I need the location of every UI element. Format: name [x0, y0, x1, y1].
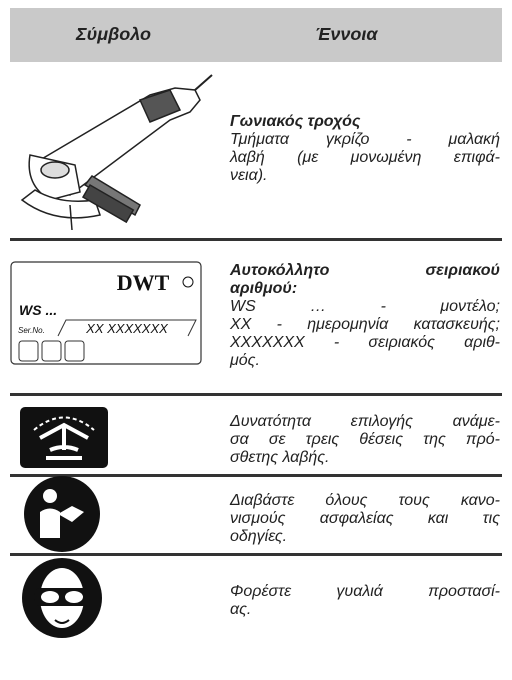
serial-sticker: DWT WS ... Ser.No. XX XXXXXXX: [10, 261, 202, 365]
sticker-serial-label: Ser.No.: [18, 326, 45, 335]
row-line: WS … - μοντέλο;: [230, 298, 500, 315]
table-header: Σύμβολο Έννοια: [10, 8, 502, 62]
row-divider: [10, 553, 502, 556]
row-text: Γωνιακός τροχός Τμήματα γκρίζο - μαλακή λα…: [230, 113, 500, 185]
header-symbol: Σύμβολο: [76, 24, 152, 44]
row-line: ας.: [230, 601, 252, 618]
row-line: σθετης λαβής.: [230, 449, 330, 466]
sticker-serial: XX XXXXXXX: [85, 321, 169, 336]
row-text: Αυτοκόλλητο σειριακού αριθμού: WS … - μοντ…: [230, 262, 500, 370]
row-divider: [10, 238, 502, 241]
row-line: οδηγίες.: [230, 528, 288, 545]
handle-positions-icon: [20, 407, 108, 468]
read-manual-icon: [24, 476, 100, 552]
row-line: XXXXXXX - σειριακός αριθ-: [230, 334, 500, 351]
row-line: Τμήματα γκρίζο - μαλακή: [230, 131, 500, 148]
row-line: μός.: [230, 352, 260, 369]
row-line: Δυνατότητα επιλογής ανάμε-: [230, 413, 500, 430]
row-title: Αυτοκόλλητο σειριακού: [230, 262, 500, 279]
goggles-icon: [22, 558, 102, 638]
row-divider: [10, 474, 502, 477]
row-line: λαβή (με μονωμένη επιφά-: [230, 149, 500, 166]
row-line: XX - ημερομηνία κατασκευής;: [230, 316, 500, 333]
row-divider: [10, 393, 502, 396]
row-line: νισμούς ασφαλείας και τις: [230, 510, 500, 527]
row-text: Διαβάστε όλους τους κανο-νισμούς ασφαλεί…: [230, 492, 500, 546]
row-title: Γωνιακός τροχός: [230, 113, 361, 130]
row-line: νεια).: [230, 167, 268, 184]
row-line: Διαβάστε όλους τους κανο-: [230, 492, 500, 509]
row-title: αριθμού:: [230, 280, 298, 297]
sticker-brand: DWT: [117, 270, 170, 295]
header-meaning: Έννοια: [315, 24, 378, 44]
row-line: Φορέστε γυαλιά προστασί-: [230, 583, 500, 600]
grinder-illustration: [20, 74, 213, 231]
sticker-model: WS ...: [19, 302, 57, 318]
row-text: Δυνατότητα επιλογής ανάμε-σα σε τρεις θέ…: [230, 413, 500, 467]
row-line: σα σε τρεις θέσεις της πρό-: [230, 431, 500, 448]
row-text: Φορέστε γυαλιά προστασί-ας.: [230, 583, 500, 619]
